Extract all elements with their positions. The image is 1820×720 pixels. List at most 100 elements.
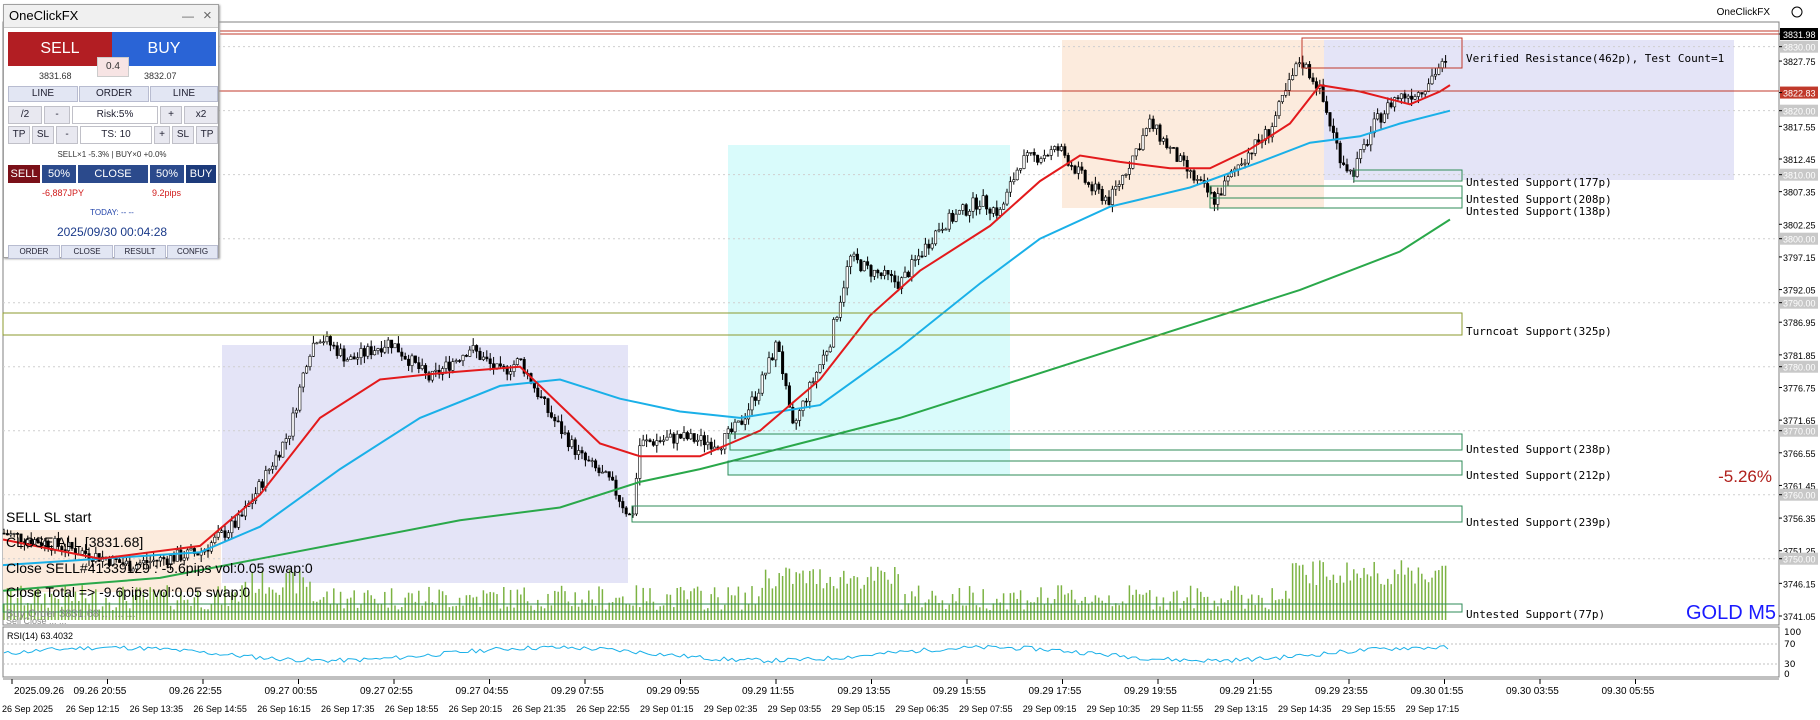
rsi-level: 100 bbox=[1784, 628, 1801, 638]
line-right-button[interactable]: LINE bbox=[150, 86, 218, 102]
close-sell-button[interactable]: SELL bbox=[8, 165, 40, 183]
double-button[interactable]: x2 bbox=[184, 106, 218, 124]
close-buy-button[interactable]: BUY bbox=[186, 165, 216, 183]
candle-body bbox=[1148, 118, 1152, 129]
candle-body bbox=[1165, 138, 1169, 148]
foot-result-tab[interactable]: RESULT bbox=[114, 245, 166, 259]
candle-body bbox=[1427, 83, 1431, 92]
zone-label: Turncoat Support(325p) bbox=[1466, 325, 1612, 338]
price-axis-label: 3766.55 bbox=[1783, 449, 1816, 459]
candle-body bbox=[1331, 125, 1335, 133]
candle-body bbox=[522, 359, 526, 374]
time-label-lower: 29 Sep 17:15 bbox=[1406, 704, 1460, 714]
candle-body bbox=[1440, 61, 1444, 69]
foot-close-tab[interactable]: CLOSE bbox=[61, 245, 113, 259]
foot-order-tab[interactable]: ORDER bbox=[8, 245, 60, 259]
panel-header[interactable]: OneClickFX — × bbox=[4, 5, 218, 28]
close-sell-half-button[interactable]: 50% bbox=[42, 165, 76, 183]
candle-body bbox=[434, 369, 438, 372]
candle-body bbox=[685, 432, 689, 440]
candle-body bbox=[488, 358, 492, 364]
candle-body bbox=[607, 471, 611, 478]
candle-body bbox=[872, 269, 876, 277]
candle-body bbox=[849, 255, 853, 267]
candle-body bbox=[1430, 75, 1434, 85]
candle-body bbox=[1280, 94, 1284, 103]
candle-body bbox=[947, 212, 951, 230]
price-axis-label: 3750.00 bbox=[1783, 555, 1816, 565]
candle-body bbox=[1379, 113, 1383, 123]
candle-body bbox=[118, 559, 122, 563]
candle-body bbox=[352, 356, 356, 360]
candle-body bbox=[1393, 97, 1397, 108]
ts-minus-button[interactable]: - bbox=[56, 126, 78, 144]
candle-body bbox=[964, 204, 968, 216]
candle-body bbox=[733, 421, 737, 433]
candle-body bbox=[1294, 63, 1298, 76]
candle-body bbox=[590, 460, 594, 463]
candle-body bbox=[539, 396, 543, 398]
candle-body bbox=[454, 360, 458, 362]
candle-body bbox=[182, 557, 186, 561]
candle-body bbox=[1444, 61, 1448, 63]
candle-body bbox=[1032, 152, 1036, 156]
price-axis-label: 3812.45 bbox=[1783, 155, 1816, 165]
candle-body bbox=[906, 271, 910, 278]
candle-body bbox=[1138, 148, 1142, 151]
candle-body bbox=[267, 468, 271, 471]
candle-body bbox=[900, 277, 904, 289]
candle-body bbox=[750, 396, 754, 411]
buy-button[interactable]: BUY bbox=[112, 32, 216, 66]
close-icon[interactable]: × bbox=[203, 7, 212, 24]
candle-body bbox=[233, 520, 237, 528]
candle-body bbox=[889, 273, 893, 276]
close-all-button[interactable]: CLOSE bbox=[78, 165, 148, 183]
candle-body bbox=[1410, 95, 1414, 100]
time-axis-upper: 2025.09.26 09.26 20:55 09.26 22:55 09.27 00… bbox=[11, 679, 1655, 697]
risk-plus-button[interactable]: + bbox=[160, 106, 182, 124]
candle-body bbox=[641, 439, 645, 447]
candle-body bbox=[172, 555, 176, 562]
sell-button[interactable]: SELL bbox=[8, 32, 112, 66]
candle-body bbox=[356, 357, 360, 360]
tp-left-button[interactable]: TP bbox=[8, 126, 30, 144]
candle-body bbox=[628, 513, 632, 516]
sl-right-button[interactable]: SL bbox=[172, 126, 194, 144]
candle-body bbox=[543, 396, 547, 399]
candle-body bbox=[1151, 118, 1155, 130]
tp-right-button[interactable]: TP bbox=[196, 126, 218, 144]
foot-config-tab[interactable]: CONFIG bbox=[167, 245, 218, 259]
line-left-button[interactable]: LINE bbox=[8, 86, 78, 102]
candle-body bbox=[1291, 75, 1295, 80]
candle-body bbox=[777, 341, 781, 352]
candle-body bbox=[284, 438, 288, 443]
candle-body bbox=[420, 365, 424, 369]
price-axis-label: 3780.00 bbox=[1783, 363, 1816, 373]
price-axis-label: 3741.05 bbox=[1783, 612, 1816, 622]
time-label-lower: 26 Sep 13:35 bbox=[130, 704, 184, 714]
candle-body bbox=[332, 344, 336, 347]
candle-body bbox=[1012, 179, 1016, 183]
time-label: 09.26 22:55 bbox=[169, 686, 222, 697]
order-button[interactable]: ORDER bbox=[79, 86, 149, 102]
candle-body bbox=[1066, 155, 1070, 166]
candle-body bbox=[257, 481, 261, 495]
candle-body bbox=[1311, 77, 1315, 82]
minimize-icon[interactable]: — bbox=[182, 9, 194, 23]
close-buy-half-button[interactable]: 50% bbox=[150, 165, 184, 183]
candle-body bbox=[651, 441, 655, 446]
ts-plus-button[interactable]: + bbox=[154, 126, 170, 144]
sl-left-button[interactable]: SL bbox=[32, 126, 54, 144]
risk-minus-button[interactable]: - bbox=[44, 106, 70, 124]
candle-body bbox=[2, 532, 6, 535]
candle-body bbox=[379, 348, 383, 353]
time-label-lower: 26 Sep 12:15 bbox=[66, 704, 120, 714]
time-label: 09.30 01:55 bbox=[1411, 686, 1464, 697]
candle-body bbox=[1083, 169, 1087, 183]
halve-button[interactable]: /2 bbox=[8, 106, 42, 124]
candle-body bbox=[335, 345, 339, 356]
zone-label: Untested Support(138p) bbox=[1466, 205, 1612, 218]
symbol-label: GOLD M5 bbox=[1686, 602, 1776, 624]
zone-label: Untested Support(77p) bbox=[1466, 608, 1605, 621]
